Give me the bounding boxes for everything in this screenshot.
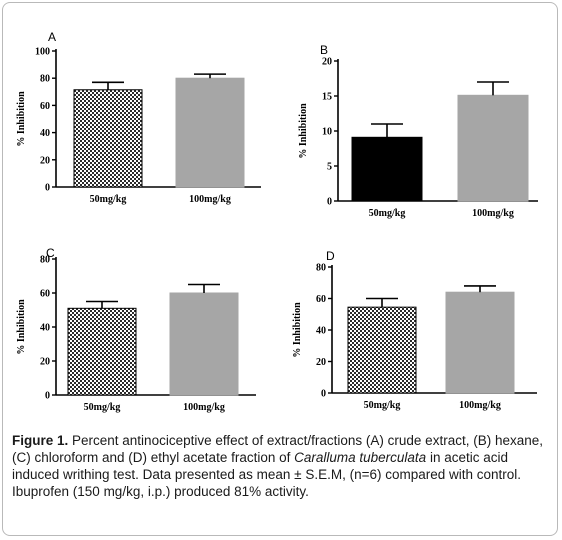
y-tick-label: 20 (322, 57, 332, 68)
y-tick-label: 20 (316, 357, 326, 368)
y-tick-label: 40 (40, 323, 50, 334)
panel-label: C (46, 246, 55, 260)
caption-species: Caralluma tuberculata (294, 450, 427, 465)
y-tick-label: 20 (40, 357, 50, 368)
chart-panel-b: B % Inhibition 0 5 10 15 20 50mg/kg 100mg/kg (280, 30, 555, 230)
y-tick-label: 20 (40, 155, 50, 166)
y-axis-label: % Inhibition (298, 103, 309, 159)
y-axis-label: % Inhibition (292, 302, 303, 358)
bar-50mg-kg (67, 307, 137, 396)
y-tick-label: 0 (321, 389, 326, 400)
y-tick-label: 100 (35, 47, 50, 58)
chart-c-svg: C % Inhibition 0 20 40 60 80 50mg/kg 100mg/kg (16, 246, 256, 413)
y-tick-label: 80 (40, 74, 50, 85)
panel-label: B (320, 43, 328, 57)
y-axis-label: % Inhibition (16, 299, 27, 355)
x-tick-label: 100mg/kg (459, 400, 501, 411)
x-tick-label: 50mg/kg (84, 402, 121, 413)
bar-50mg-kg (347, 306, 417, 394)
bar-50mg-kg (73, 89, 143, 188)
y-tick-label: 60 (316, 294, 326, 305)
y-tick-label: 60 (40, 101, 50, 112)
x-tick-label: 100mg/kg (189, 194, 231, 205)
figure-caption: Figure 1. Percent antinociceptive effect… (12, 432, 548, 500)
x-tick-label: 50mg/kg (369, 208, 406, 219)
bar-100mg-kg (457, 94, 529, 202)
y-tick-label: 40 (316, 326, 326, 337)
bar-100mg-kg (175, 77, 245, 188)
x-tick-label: 100mg/kg (183, 402, 225, 413)
chart-a-svg: A % Inhibition 0 20 40 60 80 100 50mg/kg 100mg/kg (16, 30, 261, 205)
panel-label: D (326, 249, 335, 263)
x-tick-label: 50mg/kg (364, 400, 401, 411)
x-tick-label: 50mg/kg (90, 194, 127, 205)
chart-b-svg: B % Inhibition 0 5 10 15 20 50mg/kg 100mg/kg (298, 43, 538, 219)
chart-panel-d: D % Inhibition 0 20 40 60 80 50mg/kg 100mg/kg (280, 238, 555, 413)
bar-100mg-kg (169, 292, 239, 396)
y-tick-label: 80 (40, 255, 50, 266)
caption-label: Figure 1. (12, 433, 69, 448)
y-tick-label: 15 (322, 92, 332, 103)
panel-label: A (48, 30, 56, 44)
chart-panel-c: C % Inhibition 0 20 40 60 80 50mg/kg 100mg/kg (0, 236, 270, 416)
y-tick-label: 60 (40, 289, 50, 300)
y-tick-label: 0 (45, 183, 50, 194)
caption-text-2: in acetic acid induced writhing test. Da… (12, 450, 522, 499)
x-tick-label: 100mg/kg (472, 208, 514, 219)
y-tick-label: 10 (322, 127, 332, 138)
y-tick-label: 80 (316, 263, 326, 274)
y-tick-label: 5 (327, 162, 332, 173)
bar-50mg-kg (351, 136, 423, 202)
y-tick-label: 0 (45, 391, 50, 402)
chart-panel-a: A % Inhibition 0 20 40 60 80 100 50mg/kg 100mg/kg (0, 28, 270, 213)
y-tick-label: 40 (40, 128, 50, 139)
bar-100mg-kg (445, 291, 515, 394)
caption-text-1: Percent antinociceptive effect of extrac… (12, 433, 543, 465)
chart-d-svg: D % Inhibition 0 20 40 60 80 50mg/kg 100mg/kg (292, 249, 537, 411)
y-axis-label: % Inhibition (16, 91, 27, 147)
y-tick-label: 0 (327, 197, 332, 208)
